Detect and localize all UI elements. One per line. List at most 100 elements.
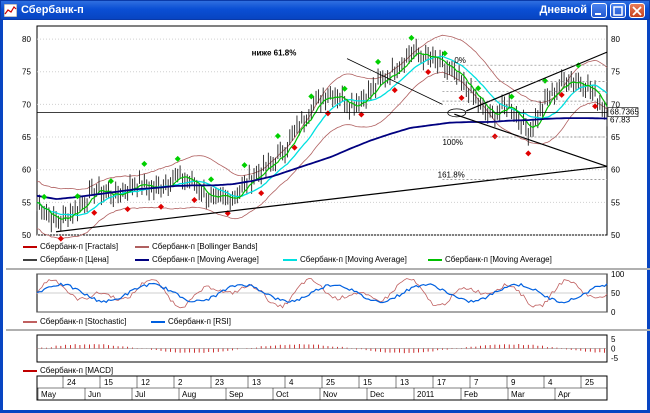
y-tick-label-right: 60 bbox=[611, 166, 620, 175]
legend-macd: Сбербанк-п [MACD] bbox=[23, 366, 113, 375]
fractal-down-marker bbox=[491, 133, 498, 140]
fractal-up-marker bbox=[141, 160, 148, 167]
x-day-label: 9 bbox=[511, 378, 516, 387]
x-day-label: 15 bbox=[363, 378, 372, 387]
x-month-label: Dec bbox=[370, 390, 384, 399]
x-day-label: 2 bbox=[178, 378, 183, 387]
trendline-short bbox=[346, 58, 443, 105]
fib-0-label: 0% bbox=[454, 56, 466, 65]
x-month-label: Apr bbox=[558, 390, 571, 399]
fractal-up-marker bbox=[274, 132, 281, 139]
fractal-down-marker bbox=[124, 206, 131, 213]
fractal-down-marker bbox=[458, 94, 465, 101]
macd-tick-label: -5 bbox=[611, 354, 619, 363]
fractal-up-marker bbox=[41, 193, 48, 200]
panel-separator[interactable] bbox=[6, 329, 650, 331]
legend-rsi: Сбербанк-п [RSI] bbox=[151, 317, 231, 326]
fractal-down-marker bbox=[324, 110, 331, 117]
trendline-down bbox=[454, 113, 608, 167]
x-day-label: 23 bbox=[215, 378, 224, 387]
x-day-label: 17 bbox=[437, 378, 446, 387]
fractal-down-marker bbox=[558, 91, 565, 98]
legend-ma-cyan: Сбербанк-п [Moving Average] bbox=[283, 255, 407, 264]
fractal-down-marker bbox=[57, 235, 64, 242]
x-month-label: Mar bbox=[511, 390, 525, 399]
stoch-tick-label: 0 bbox=[611, 308, 616, 317]
legend-ma-blue: Сбербанк-п [Moving Average] bbox=[135, 255, 259, 264]
fib-annotation-label: ниже 61.8% bbox=[252, 48, 297, 57]
window-titlebar[interactable]: Сбербанк-п Дневной bbox=[0, 0, 650, 20]
y-tick-label-left: 70 bbox=[22, 100, 31, 109]
y-tick-label-left: 55 bbox=[22, 198, 31, 207]
x-month-label: Nov bbox=[323, 390, 337, 399]
stoch-tick-label: 50 bbox=[611, 289, 620, 298]
fractal-down-marker bbox=[425, 69, 432, 76]
fractal-down-marker bbox=[391, 87, 398, 94]
fractal-down-marker bbox=[525, 150, 532, 157]
fractal-up-marker bbox=[308, 93, 315, 100]
x-day-label: 25 bbox=[326, 378, 335, 387]
panel-separator[interactable] bbox=[6, 268, 650, 270]
fractal-up-marker bbox=[508, 93, 515, 100]
x-day-label: 12 bbox=[141, 378, 150, 387]
ma-price-label: 67.83 bbox=[610, 116, 631, 125]
fib-1618-label: 161.8% bbox=[438, 170, 465, 179]
y-tick-label-left: 60 bbox=[22, 166, 31, 175]
fractal-down-marker bbox=[158, 203, 165, 210]
stochastic-line bbox=[36, 278, 608, 309]
fractal-up-marker bbox=[107, 178, 114, 185]
x-month-label: 2011 bbox=[417, 390, 435, 399]
fractal-up-marker bbox=[408, 34, 415, 41]
y-tick-label-right: 50 bbox=[611, 231, 620, 240]
x-month-label: Jul bbox=[135, 390, 145, 399]
y-tick-label-right: 70 bbox=[611, 100, 620, 109]
trendline-up bbox=[466, 51, 608, 112]
maximize-button[interactable] bbox=[610, 3, 626, 18]
x-day-label: 24 bbox=[67, 378, 76, 387]
fractal-down-marker bbox=[191, 196, 198, 203]
fractal-up-marker bbox=[375, 58, 382, 65]
period-label: Дневной bbox=[539, 4, 588, 16]
y-tick-label-left: 50 bbox=[22, 231, 31, 240]
minimize-button[interactable] bbox=[591, 3, 607, 18]
fractal-down-marker bbox=[291, 144, 298, 151]
minimize-icon bbox=[595, 13, 601, 15]
fractal-up-marker bbox=[174, 155, 181, 162]
fib-100-label: 100% bbox=[442, 138, 462, 147]
fractal-down-marker bbox=[91, 209, 98, 216]
y-tick-label-left: 65 bbox=[22, 133, 31, 142]
macd-tick-label: 5 bbox=[611, 335, 616, 344]
chart-window: 80 80 75 75 70 70 65 65 60 60 55 55 50 50 0% 100% 161.8%… bbox=[0, 20, 650, 413]
x-day-label: 7 bbox=[474, 378, 479, 387]
fractal-up-marker bbox=[74, 193, 81, 200]
close-icon bbox=[632, 6, 642, 16]
x-month-label: Feb bbox=[464, 390, 478, 399]
y-tick-label-right: 75 bbox=[611, 68, 620, 77]
y-tick-label-right: 55 bbox=[611, 198, 620, 207]
fractal-up-marker bbox=[475, 85, 482, 92]
x-day-label: 4 bbox=[289, 378, 294, 387]
window-title: Сбербанк-п bbox=[21, 4, 84, 16]
legend-fractals: Сбербанк-п [Fractals] bbox=[23, 242, 118, 251]
x-day-label: 15 bbox=[104, 378, 113, 387]
current-price-box bbox=[607, 107, 639, 117]
legend-price: Сбербанк-п [Цена] bbox=[23, 255, 109, 264]
macd-tick-label: 0 bbox=[611, 345, 616, 354]
y-tick-label-right: 65 bbox=[611, 133, 620, 142]
x-day-label: 25 bbox=[585, 378, 594, 387]
fractal-up-marker bbox=[441, 50, 448, 57]
x-month-label: May bbox=[41, 390, 56, 399]
bollinger-upper-line bbox=[36, 34, 608, 191]
close-button[interactable] bbox=[629, 3, 645, 18]
y-tick-label-left: 80 bbox=[22, 35, 31, 44]
legend-bollinger: Сбербанк-п [Bollinger Bands] bbox=[135, 242, 258, 251]
ma-blue-line bbox=[36, 117, 607, 200]
fractal-down-marker bbox=[258, 190, 265, 197]
x-day-label: 13 bbox=[400, 378, 409, 387]
x-day-label: 4 bbox=[548, 378, 553, 387]
maximize-icon bbox=[613, 6, 623, 16]
y-tick-label-left: 75 bbox=[22, 68, 31, 77]
ma-cyan-line bbox=[36, 55, 608, 217]
x-month-label: Jun bbox=[88, 390, 101, 399]
